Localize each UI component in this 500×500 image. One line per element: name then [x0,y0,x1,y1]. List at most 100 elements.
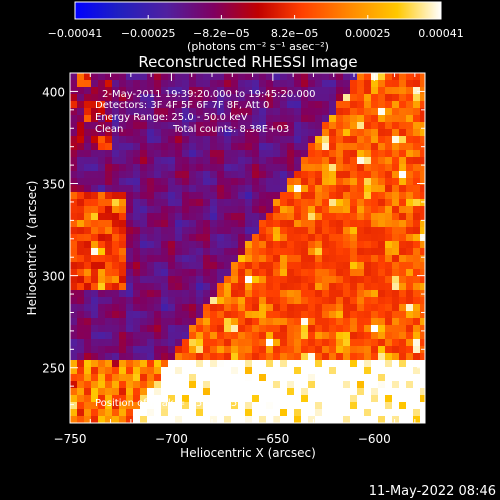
heatmap-cell [196,304,203,311]
heatmap-cell [175,325,182,332]
heatmap-cell [252,276,259,283]
heatmap-cell [147,101,154,108]
heatmap-cell [168,402,175,409]
heatmap-cell [301,262,308,269]
heatmap-cell [413,129,420,136]
heatmap-cell [77,87,84,94]
heatmap-cell [413,346,420,353]
heatmap-cell [175,402,182,409]
heatmap-cell [168,206,175,213]
heatmap-cell [161,318,168,325]
heatmap-cell [154,290,161,297]
heatmap-cell [175,150,182,157]
heatmap-cell [245,94,252,101]
heatmap-cell [224,206,231,213]
heatmap-cell [105,234,112,241]
heatmap-cell [322,290,329,297]
heatmap-cell [364,185,371,192]
heatmap-cell [245,143,252,150]
heatmap-cell [154,199,161,206]
heatmap-cell [350,234,357,241]
heatmap-cell [119,115,126,122]
heatmap-cell [259,409,266,416]
heatmap-cell [406,227,413,234]
heatmap-cell [357,374,364,381]
heatmap-cell [343,80,350,87]
heatmap-cell [91,360,98,367]
heatmap-cell [98,199,105,206]
heatmap-cell [210,388,217,395]
heatmap-cell [301,213,308,220]
heatmap-cell [140,339,147,346]
heatmap-cell [84,199,91,206]
heatmap-cell [119,171,126,178]
heatmap-cell [343,339,350,346]
heatmap-cell [385,108,392,115]
heatmap-cell [252,199,259,206]
heatmap-cell [301,129,308,136]
heatmap-cell [147,297,154,304]
heatmap-cell [413,206,420,213]
heatmap-cell [280,115,287,122]
heatmap-cell [140,318,147,325]
heatmap-cell [315,185,322,192]
heatmap-cell [322,143,329,150]
heatmap-cell [182,241,189,248]
heatmap-cell [203,143,210,150]
heatmap-cell [154,241,161,248]
heatmap-cell [105,87,112,94]
heatmap-cell [217,304,224,311]
heatmap-cell [392,402,399,409]
heatmap-cell [70,171,77,178]
heatmap-cell [336,381,343,388]
heatmap-cell [182,395,189,402]
heatmap-cell [217,255,224,262]
heatmap-cell [378,80,385,87]
heatmap-cell [245,164,252,171]
heatmap-cell [245,241,252,248]
heatmap-cell [294,94,301,101]
heatmap-cell [154,416,161,423]
heatmap-cell [308,388,315,395]
heatmap-cell [147,339,154,346]
heatmap-cell [259,122,266,129]
heatmap-cell [91,255,98,262]
heatmap-cell [350,164,357,171]
heatmap-cell [105,143,112,150]
heatmap-cell [280,318,287,325]
heatmap-cell [189,297,196,304]
heatmap-cell [315,283,322,290]
heatmap-cell [420,374,425,381]
heatmap-cell [238,108,245,115]
heatmap-cell [196,73,203,80]
heatmap-cell [273,227,280,234]
heatmap-cell [175,241,182,248]
heatmap-cell [245,178,252,185]
heatmap-cell [105,171,112,178]
colorbar-tick-label: −0.00025 [121,27,176,40]
heatmap-cell [336,416,343,423]
heatmap-cell [231,108,238,115]
heatmap-cell [364,374,371,381]
heatmap-cell [266,402,273,409]
colorbar-tick-label: 0.00025 [345,27,391,40]
heatmap-cell [84,388,91,395]
heatmap-cell [161,115,168,122]
heatmap-cell [105,269,112,276]
heatmap-cell [77,269,84,276]
heatmap-cell [266,171,273,178]
x-tick-label: −750 [54,432,87,446]
heatmap-cell [378,276,385,283]
heatmap-cell [420,206,425,213]
heatmap-cell [371,409,378,416]
heatmap-cell [119,185,126,192]
heatmap-cell [371,157,378,164]
heatmap-cell [301,269,308,276]
heatmap-cell [245,318,252,325]
heatmap-cell [252,206,259,213]
heatmap-cell [308,248,315,255]
heatmap-cell [189,367,196,374]
heatmap-cell [189,150,196,157]
heatmap-cell [294,108,301,115]
heatmap-cell [189,248,196,255]
